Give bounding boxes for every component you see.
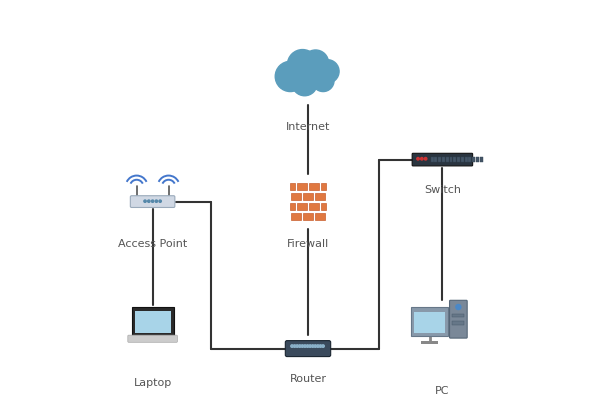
Bar [442,157,445,163]
Bar [309,183,318,190]
Bar [450,157,453,163]
FancyBboxPatch shape [450,300,467,338]
Circle shape [159,200,161,202]
Bar [468,157,471,163]
Circle shape [293,345,296,347]
Circle shape [292,71,317,96]
Text: Router: Router [290,374,326,384]
Bar [291,213,301,220]
Bar [480,157,483,163]
Text: Access Point: Access Point [118,239,187,249]
Bar [132,307,174,336]
Circle shape [288,50,318,80]
Bar [414,312,445,333]
Bar [464,157,468,163]
Circle shape [144,200,146,202]
Circle shape [296,345,299,347]
Circle shape [421,158,423,160]
Circle shape [312,70,334,92]
Bar [421,341,438,344]
Circle shape [319,345,322,347]
Bar [321,183,326,190]
Circle shape [152,200,154,202]
Bar [321,203,326,210]
Bar [453,321,464,325]
Bar [315,193,325,200]
Bar [298,183,307,190]
Bar [438,157,441,163]
Bar [411,307,448,336]
FancyBboxPatch shape [285,341,331,357]
Bar [453,314,464,317]
Circle shape [322,345,324,347]
Bar [290,183,295,190]
Bar [298,203,307,210]
Bar [461,157,464,163]
Bar [472,157,475,163]
Circle shape [148,200,150,202]
Bar [303,213,313,220]
Circle shape [301,345,304,347]
Circle shape [302,50,328,76]
Circle shape [417,158,419,160]
Bar [309,203,318,210]
Bar [303,193,313,200]
Circle shape [317,345,319,347]
Circle shape [299,345,301,347]
Circle shape [306,345,309,347]
Bar [476,157,479,163]
Circle shape [304,345,306,347]
FancyBboxPatch shape [412,153,472,166]
Circle shape [155,200,158,202]
Circle shape [315,60,339,83]
Text: Switch: Switch [424,185,461,195]
Bar [453,157,456,163]
Text: Internet: Internet [286,122,330,132]
Circle shape [309,345,312,347]
Text: PC: PC [435,386,450,396]
Bar [446,157,448,163]
Bar [291,193,301,200]
Bar [134,311,171,333]
Circle shape [312,345,314,347]
Circle shape [424,158,427,160]
Circle shape [275,61,306,92]
Text: Laptop: Laptop [134,378,172,388]
Bar [290,203,295,210]
Bar [434,157,437,163]
Bar [431,157,434,163]
Bar [315,213,325,220]
FancyBboxPatch shape [128,335,177,342]
FancyBboxPatch shape [131,196,175,207]
Circle shape [314,345,317,347]
Bar [457,157,460,163]
Circle shape [456,304,461,310]
Circle shape [291,345,293,347]
Text: Firewall: Firewall [287,239,329,249]
